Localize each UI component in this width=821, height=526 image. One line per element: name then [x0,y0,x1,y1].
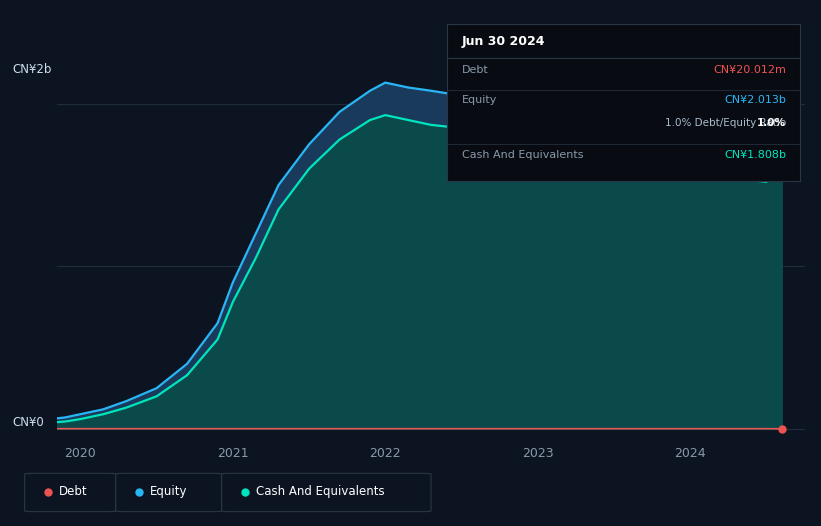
Text: Cash And Equivalents: Cash And Equivalents [461,150,583,160]
Text: CN¥1.808b: CN¥1.808b [724,150,787,160]
Text: CN¥0: CN¥0 [12,416,44,429]
Text: Equity: Equity [150,485,188,498]
Text: 1.0%: 1.0% [757,118,786,128]
FancyBboxPatch shape [116,473,222,512]
FancyBboxPatch shape [222,473,431,512]
Text: Cash And Equivalents: Cash And Equivalents [256,485,385,498]
Text: 1.0% Debt/Equity Ratio: 1.0% Debt/Equity Ratio [665,118,787,128]
Text: Debt: Debt [461,65,488,75]
Text: Equity: Equity [461,95,497,105]
Text: CN¥20.012m: CN¥20.012m [713,65,787,75]
FancyBboxPatch shape [25,473,116,512]
Text: Debt: Debt [59,485,88,498]
Text: Jun 30 2024: Jun 30 2024 [461,35,545,48]
Text: CN¥2b: CN¥2b [12,63,52,76]
Text: CN¥2.013b: CN¥2.013b [724,95,787,105]
